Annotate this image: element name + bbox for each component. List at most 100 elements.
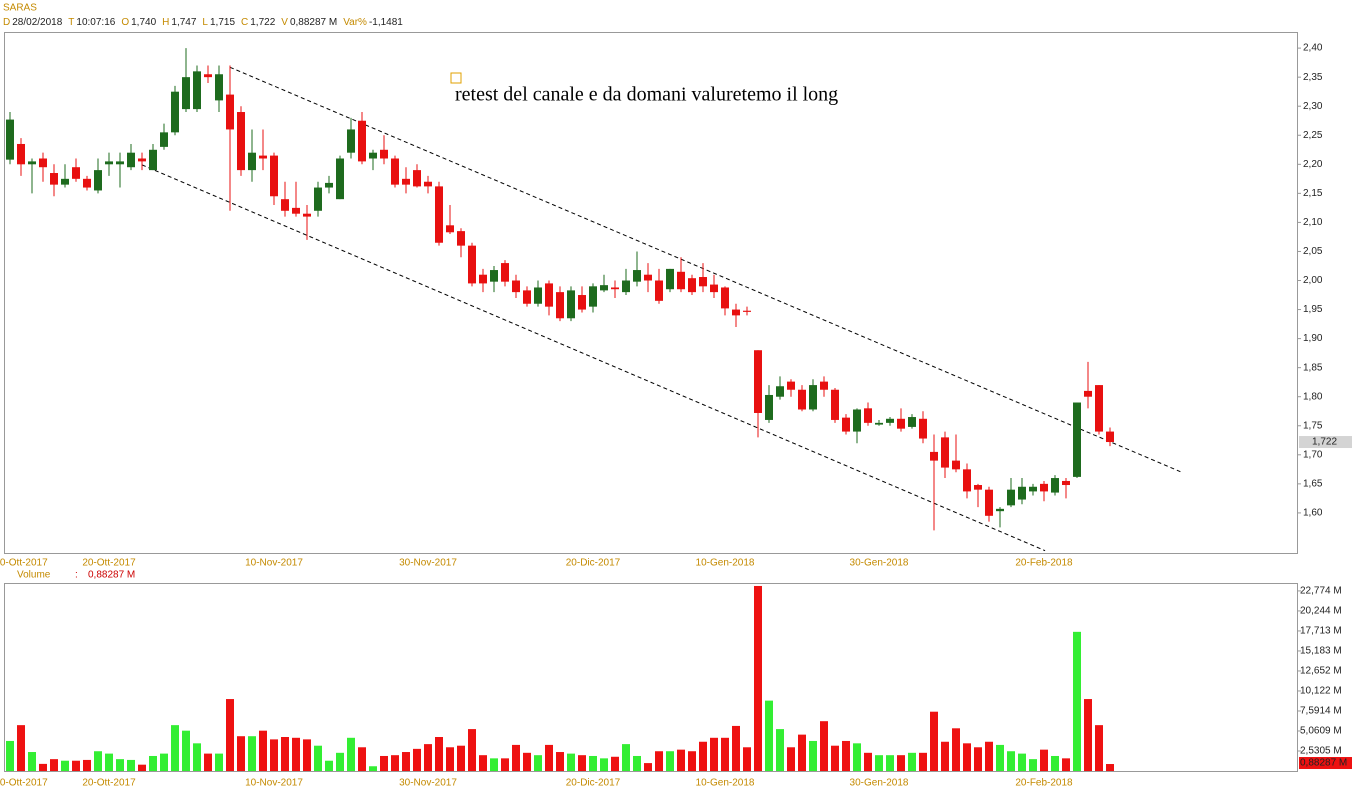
candle-body [413,170,421,187]
x-tick-label: 30-Nov-2017 [399,558,457,569]
candle-body [204,74,212,78]
candle-body [534,287,542,304]
y-tick-label: 1,60 [1303,508,1323,519]
candle-body [237,112,245,171]
candle-body [380,149,388,159]
info-label: V [281,17,288,28]
volume-bar [776,729,784,771]
volume-bar [17,725,25,771]
last-price-label: 1,722 [1312,437,1337,448]
candle-body [820,381,828,390]
candle-body [1073,402,1081,477]
candle-body [677,271,685,290]
candle-body [6,119,14,160]
y-tick-label: 17,713 M [1300,626,1342,637]
info-label: L [202,17,208,28]
info-value: 28/02/2018 [12,17,62,28]
candle-body [644,274,652,281]
candle-body [589,286,597,307]
candle-body [886,418,894,423]
last-volume-box [1299,757,1352,770]
volume-bar [314,745,322,771]
volume-bar [534,755,542,771]
candle-body [875,422,883,425]
candle-body [1051,478,1059,493]
volume-bar [457,745,465,771]
volume-title: Volume [17,570,51,581]
candle-body [39,158,47,168]
candle-body [897,418,905,429]
info-value: 0,88287 M [290,17,337,28]
y-tick-label: 12,652 M [1300,666,1342,677]
volume-bar [886,755,894,771]
candle-body [666,268,674,290]
volume-bar [160,753,168,771]
candle-body [732,309,740,316]
y-tick-label: 2,40 [1303,43,1323,54]
volume-bar [1007,751,1015,771]
info-value: 1,722 [250,17,275,28]
volume-bar [424,744,432,771]
info-label: H [162,17,169,28]
volume-bar [1062,758,1070,771]
candle-body [171,91,179,133]
volume-bar [1106,764,1114,771]
candle-body [985,489,993,516]
x-tick-label: 10-Gen-2018 [696,558,755,569]
volume-bar [1073,631,1081,771]
volume-bar [468,729,476,771]
candle-body [600,285,608,291]
candle-body [61,178,69,185]
candle-body [50,173,58,185]
symbol: SARAS [3,3,37,14]
candle-body [1095,385,1103,432]
candle-body [457,231,465,246]
candle-body [1084,390,1092,397]
volume-bar [248,736,256,771]
volume-bar [490,758,498,771]
candle-body [468,245,476,284]
candle-body [446,225,454,233]
candle-body [952,460,960,470]
candle-body [435,186,443,243]
candle-body [809,385,817,410]
candle-body [578,295,586,310]
candle-body [1007,489,1015,506]
candle-body [567,290,575,319]
x-tick-label: 10-Gen-2018 [696,778,755,789]
volume-bar [721,737,729,771]
candle-body [501,263,509,282]
volume-bar [809,740,817,771]
candle-body [633,270,641,282]
volume-bar [864,752,872,771]
volume-bar [369,766,377,771]
y-tick-label: 2,25 [1303,130,1323,141]
volume-bar [138,764,146,771]
candle-body [303,213,311,217]
price-plot [6,48,1181,552]
x-tick-label: 20-Ott-2017 [82,778,136,789]
candle-body [226,94,234,130]
y-tick-label: 7,5914 M [1300,706,1342,717]
volume-bar [941,741,949,771]
y-tick-label: 1,65 [1303,479,1323,490]
volume-bar [270,739,278,771]
y-tick-label: 1,80 [1303,391,1323,402]
volume-bar [996,744,1004,771]
volume-bar [765,700,773,771]
candle-body [347,129,355,153]
candle-body [94,170,102,191]
y-tick-label: 2,5305 M [1300,746,1342,757]
volume-bar [380,755,388,771]
volume-bar [677,749,685,771]
candle-body [930,451,938,461]
last-price-box [1299,436,1352,449]
y-tick-label: 2,20 [1303,159,1323,170]
annotation: retest del canale e da domani valuretemo… [455,84,838,106]
info-label: D [3,17,10,28]
y-tick-label: 2,05 [1303,246,1323,257]
candle-body [1018,486,1026,500]
volume-bar [798,734,806,771]
candle-body [699,277,707,287]
